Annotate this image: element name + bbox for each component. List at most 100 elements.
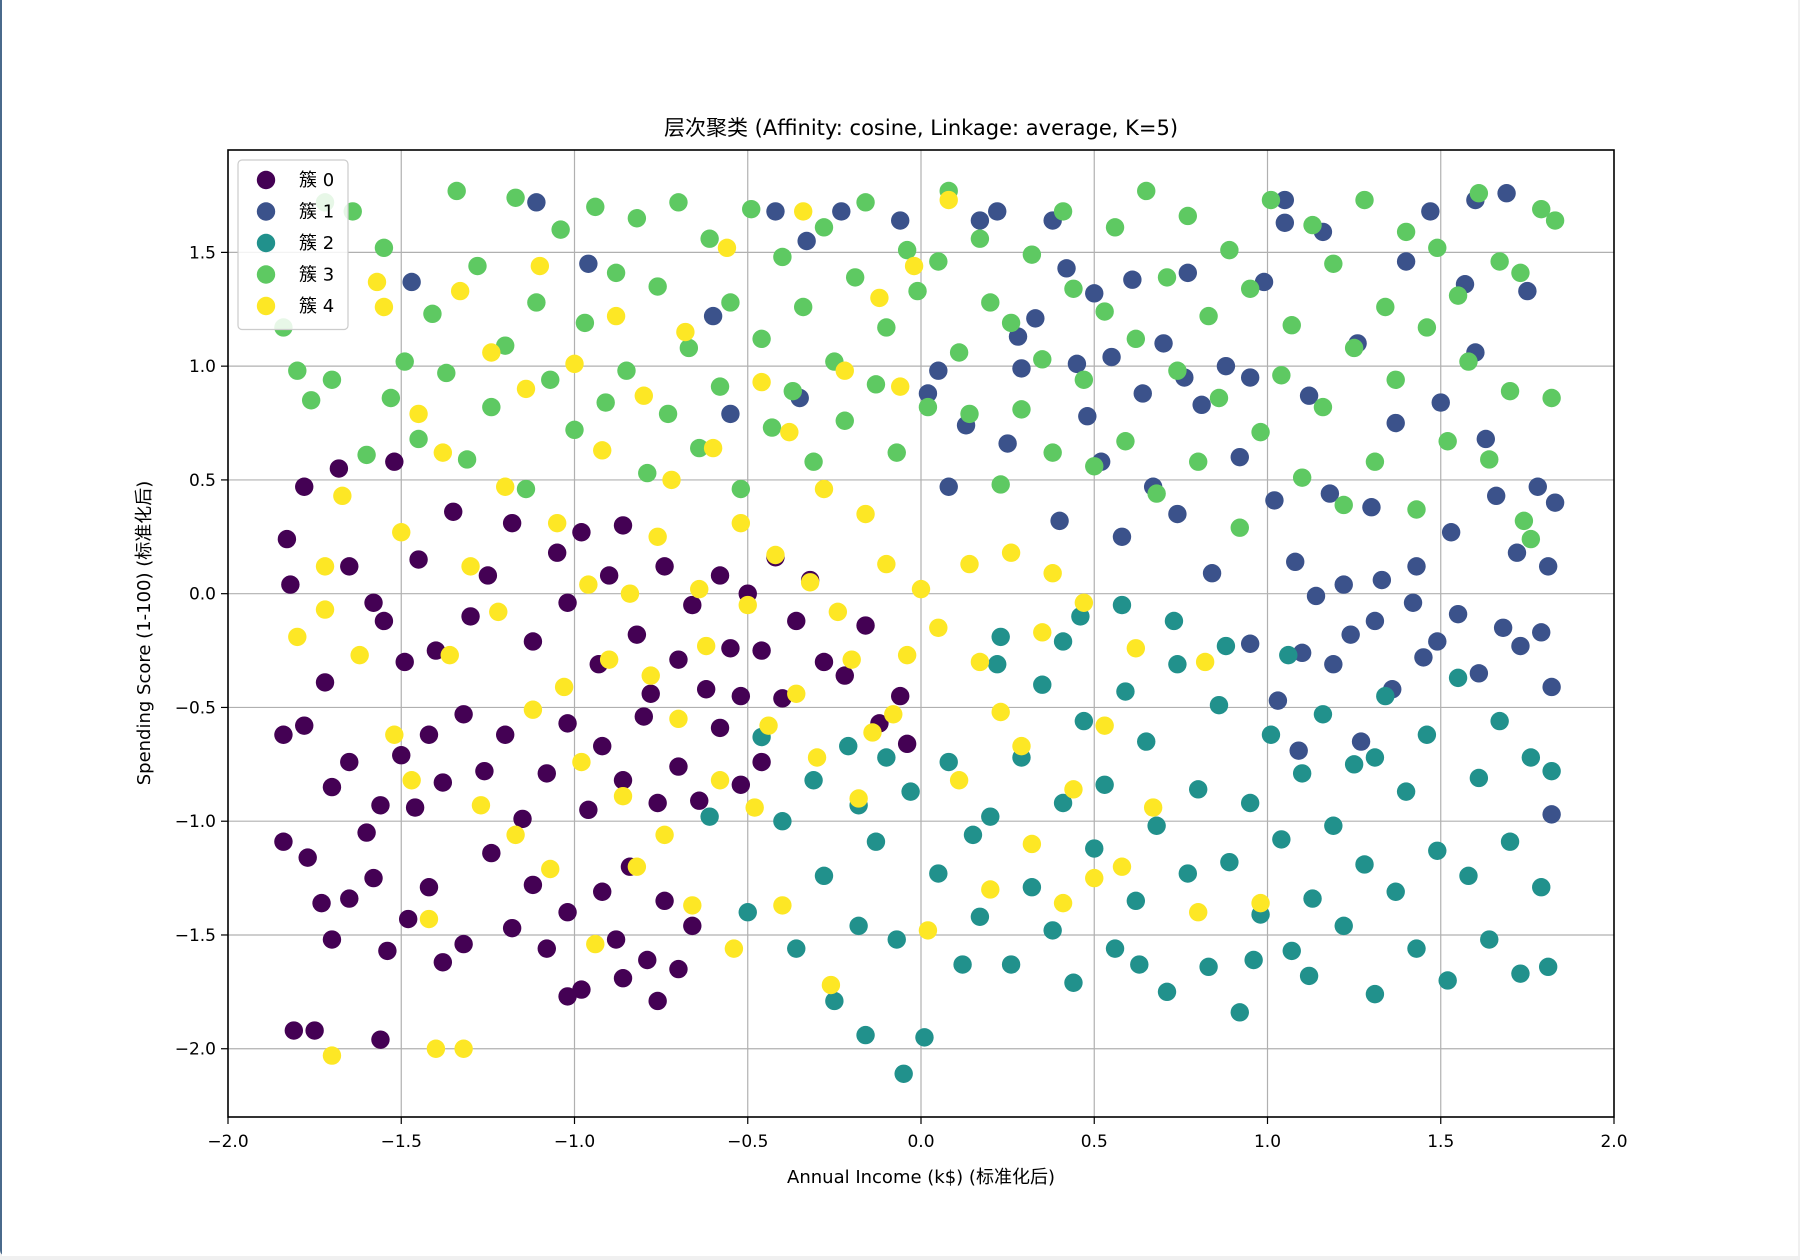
data-point-cluster-0: [461, 607, 480, 626]
data-point-cluster-4: [939, 190, 958, 210]
data-point-cluster-3: [1417, 318, 1437, 337]
data-point-cluster-1: [1154, 334, 1173, 353]
data-point-cluster-2: [839, 736, 858, 756]
data-point-cluster-1: [721, 404, 740, 424]
data-point-cluster-4: [1251, 893, 1270, 913]
data-point-cluster-1: [1012, 359, 1031, 378]
data-point-cluster-3: [586, 197, 605, 217]
data-point-cluster-4: [599, 650, 619, 669]
data-point-cluster-4: [870, 288, 889, 308]
data-point-cluster-0: [731, 775, 751, 795]
data-point-cluster-4: [641, 666, 660, 685]
data-point-cluster-3: [1545, 211, 1565, 230]
data-point-cluster-4: [627, 857, 647, 876]
data-point-cluster-1: [1518, 281, 1537, 301]
data-point-cluster-1: [1230, 447, 1249, 467]
data-point-cluster-3: [423, 304, 442, 324]
data-point-cluster-4: [807, 748, 827, 767]
data-point-cluster-4: [793, 202, 813, 221]
data-point-cluster-2: [1147, 816, 1166, 835]
data-point-cluster-3: [527, 293, 546, 312]
data-point-cluster-3: [395, 352, 414, 371]
data-point-cluster-0: [295, 716, 314, 735]
data-point-cluster-4: [1189, 903, 1208, 922]
data-point-cluster-1: [1078, 407, 1097, 426]
data-point-cluster-3: [762, 418, 782, 437]
data-point-cluster-2: [1168, 655, 1187, 674]
data-point-cluster-4: [554, 677, 574, 697]
data-point-cluster-2: [738, 903, 757, 922]
data-point-cluster-0: [478, 566, 498, 585]
y-tick-label: −2.0: [175, 1040, 216, 1060]
data-point-cluster-0: [634, 707, 653, 726]
data-point-cluster-2: [1448, 668, 1468, 688]
data-point-cluster-2: [953, 955, 972, 974]
data-point-cluster-1: [1476, 429, 1495, 449]
data-point-cluster-2: [1480, 930, 1499, 949]
legend-marker: [256, 202, 276, 221]
data-point-cluster-2: [1521, 748, 1541, 767]
data-point-cluster-4: [1001, 543, 1021, 562]
data-point-cluster-4: [1064, 780, 1083, 799]
data-point-cluster-1: [1008, 327, 1028, 346]
data-point-cluster-4: [454, 1039, 473, 1058]
data-point-cluster-1: [1341, 625, 1360, 644]
data-point-cluster-2: [849, 916, 868, 936]
data-point-cluster-0: [475, 761, 494, 781]
data-point-cluster-0: [572, 980, 591, 999]
data-point-cluster-4: [814, 479, 834, 499]
data-point-cluster-1: [1254, 272, 1274, 292]
data-point-cluster-1: [1067, 354, 1087, 374]
data-point-cluster-2: [1112, 595, 1132, 615]
data-point-cluster-2: [1428, 841, 1447, 860]
data-point-cluster-2: [1386, 882, 1405, 901]
data-point-cluster-4: [991, 702, 1010, 722]
data-point-cluster-3: [710, 377, 730, 396]
data-point-cluster-3: [1178, 206, 1198, 226]
data-point-cluster-3: [301, 391, 321, 410]
legend-marker: [256, 170, 276, 190]
data-point-cluster-2: [1085, 839, 1104, 858]
data-point-cluster-3: [551, 220, 570, 239]
data-point-cluster-1: [1532, 623, 1551, 642]
data-point-cluster-1: [832, 202, 851, 221]
data-point-cluster-2: [1064, 973, 1083, 992]
data-point-cluster-4: [634, 386, 653, 405]
data-point-cluster-0: [454, 934, 473, 954]
data-point-cluster-3: [1532, 199, 1551, 219]
data-point-cluster-1: [1528, 477, 1547, 496]
data-point-cluster-3: [638, 463, 657, 483]
data-point-cluster-1: [1386, 413, 1405, 433]
data-point-cluster-4: [572, 752, 591, 772]
data-point-cluster-3: [1448, 286, 1468, 305]
data-point-cluster-3: [1251, 422, 1270, 442]
data-point-cluster-1: [1085, 284, 1104, 303]
data-point-cluster-1: [1275, 190, 1295, 210]
data-point-cluster-3: [496, 336, 515, 355]
data-point-cluster-3: [783, 381, 802, 401]
data-point-cluster-0: [558, 987, 577, 1006]
data-point-cluster-3: [1199, 306, 1218, 326]
data-point-cluster-3: [1033, 350, 1052, 369]
data-point-cluster-4: [981, 880, 1000, 899]
data-point-cluster-3: [918, 397, 938, 417]
data-point-cluster-1: [1275, 213, 1295, 233]
data-point-cluster-4: [593, 441, 612, 460]
data-point-cluster-2: [1230, 1003, 1249, 1022]
data-point-cluster-4: [696, 636, 716, 656]
data-point-cluster-3: [752, 329, 771, 349]
data-point-cluster-0: [683, 916, 702, 936]
data-point-cluster-3: [877, 318, 896, 337]
data-point-cluster-2: [1334, 916, 1353, 936]
data-point-cluster-3: [1272, 366, 1291, 385]
data-point-cluster-0: [835, 666, 854, 685]
legend-marker: [256, 296, 276, 316]
legend-marker: [256, 233, 276, 253]
data-point-cluster-4: [929, 618, 948, 638]
data-point-cluster-4: [960, 554, 979, 574]
data-point-cluster-3: [845, 268, 865, 287]
data-point-cluster-2: [1313, 705, 1333, 724]
data-point-cluster-3: [1189, 452, 1208, 471]
data-point-cluster-4: [1043, 564, 1062, 583]
data-point-cluster-4: [1112, 857, 1132, 876]
